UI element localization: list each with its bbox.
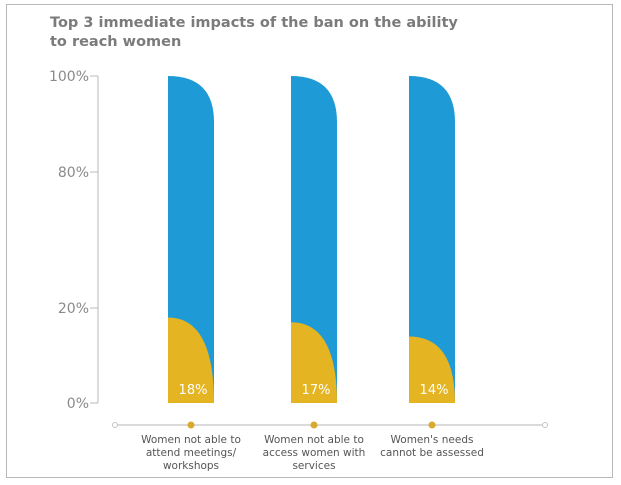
category-label-2-line-2: access women with bbox=[263, 447, 366, 459]
category-label-1-line-3: workshops bbox=[163, 460, 219, 472]
category-label-3-line-1: Women's needs bbox=[391, 434, 474, 446]
y-tick-label-0: 0% bbox=[67, 396, 89, 412]
category-marker-1 bbox=[187, 421, 195, 429]
category-label-3-line-2: cannot be assessed bbox=[380, 447, 484, 459]
y-tick-label-20: 20% bbox=[58, 301, 89, 317]
y-tick-label-100: 100% bbox=[49, 69, 89, 85]
category-label-1-line-2: attend meetings/ bbox=[146, 447, 237, 459]
bar-value-2 bbox=[291, 322, 337, 403]
bar-value-3 bbox=[409, 336, 455, 403]
y-tick-label-80: 80% bbox=[58, 165, 89, 181]
value-label-2: 17% bbox=[302, 383, 331, 398]
value-label-1: 18% bbox=[179, 383, 208, 398]
x-axis-cap-right bbox=[542, 422, 548, 428]
category-marker-3 bbox=[428, 421, 436, 429]
bar-background-2 bbox=[291, 76, 337, 403]
bar-value-1 bbox=[168, 317, 214, 403]
category-label-2-line-3: services bbox=[292, 460, 335, 472]
chart-title: Top 3 immediate impacts of the ban on th… bbox=[50, 15, 458, 50]
value-label-3: 14% bbox=[420, 383, 449, 398]
bar-background-3 bbox=[409, 76, 455, 403]
category-marker-2 bbox=[310, 421, 318, 429]
category-label-1-line-1: Women not able to bbox=[141, 434, 241, 446]
category-label-2-line-1: Women not able to bbox=[264, 434, 364, 446]
x-axis-cap-left bbox=[112, 422, 118, 428]
